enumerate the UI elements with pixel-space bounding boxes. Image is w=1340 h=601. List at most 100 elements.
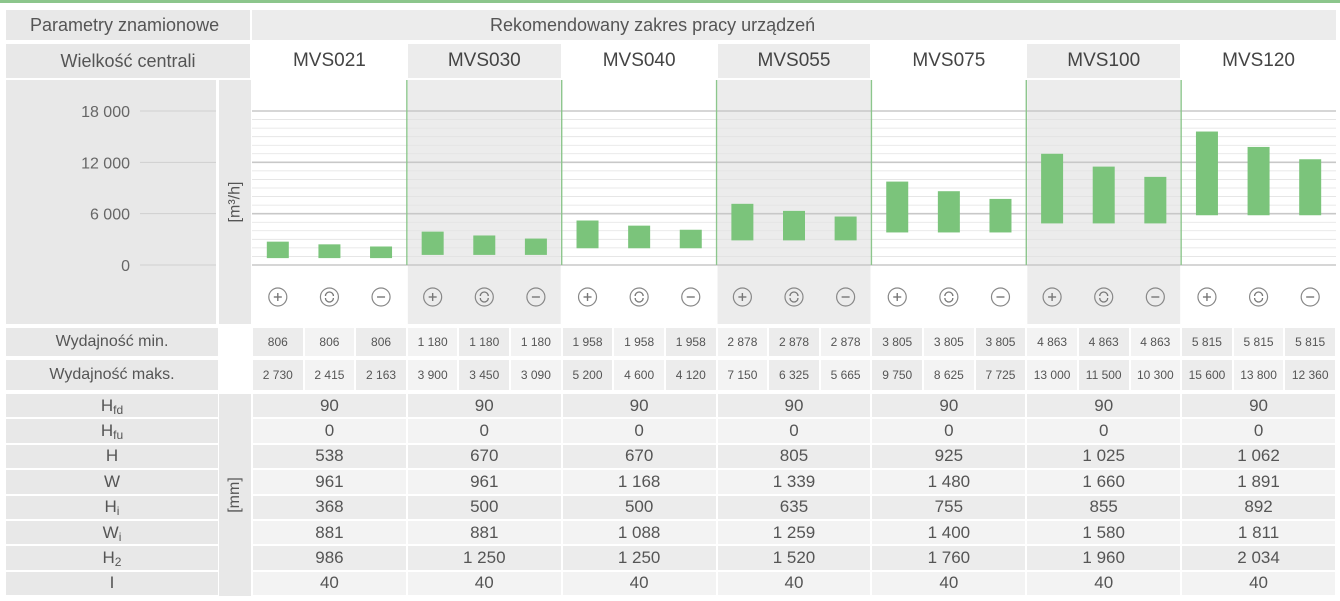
max-value-cell: 4 120 bbox=[665, 360, 716, 390]
dim-value-cell: 1 168 bbox=[562, 470, 716, 494]
y-tick-label: 0 bbox=[121, 258, 130, 275]
dim-label-sub: i bbox=[118, 529, 122, 544]
dim-value-cell: 40 bbox=[1027, 571, 1181, 596]
min-value-cell: 1 958 bbox=[614, 328, 664, 356]
min-value-cell: 806 bbox=[253, 328, 303, 356]
min-value-cell: 1 958 bbox=[665, 328, 716, 356]
max-value-cell: 5 665 bbox=[820, 360, 871, 390]
sync-circle-icon bbox=[784, 287, 804, 307]
min-value-cell: 2 878 bbox=[769, 328, 819, 356]
dim-value-cell: 1 250 bbox=[562, 546, 716, 570]
sync-circle-icon bbox=[474, 287, 494, 307]
dim-value-cell: 881 bbox=[407, 521, 561, 545]
dim-label-sub: fd bbox=[113, 402, 124, 417]
model-header-mvs055: MVS055 bbox=[717, 44, 871, 78]
dim-value-cell: 1 480 bbox=[872, 470, 1026, 494]
min-value-cell: 1 180 bbox=[407, 328, 458, 356]
min-value-cell: 4 863 bbox=[1130, 328, 1181, 356]
min-value-cell: 5 815 bbox=[1182, 328, 1232, 356]
minus-circle-icon bbox=[1300, 287, 1320, 307]
max-value-cell: 7 725 bbox=[975, 360, 1026, 390]
min-value-cell: 4 863 bbox=[1078, 328, 1129, 356]
y-tick-label: 6 000 bbox=[90, 207, 130, 224]
model-header-mvs040: MVS040 bbox=[562, 44, 716, 78]
top-accent-line bbox=[0, 0, 1340, 9]
min-row-label: Wydajność min. bbox=[6, 328, 218, 356]
dim-value-cell: 1 062 bbox=[1182, 444, 1335, 469]
model-header-mvs100: MVS100 bbox=[1027, 44, 1181, 78]
dim-value-cell: 0 bbox=[717, 419, 871, 443]
max-value-cell: 13 000 bbox=[1027, 360, 1077, 390]
max-value-cell: 3 090 bbox=[511, 360, 561, 390]
minus-circle-icon bbox=[371, 287, 391, 307]
dim-value-cell: 670 bbox=[407, 444, 561, 469]
range-bar bbox=[1299, 159, 1322, 216]
dim-value-cell: 961 bbox=[407, 470, 561, 494]
dim-label-main: W bbox=[102, 522, 119, 542]
range-bar bbox=[421, 231, 444, 255]
min-value-cell: 2 878 bbox=[820, 328, 871, 356]
sync-circle-icon bbox=[629, 287, 649, 307]
dim-label-main: I bbox=[109, 573, 115, 593]
dim-value-cell: 500 bbox=[407, 495, 561, 519]
plus-circle-icon bbox=[887, 287, 907, 307]
range-bar bbox=[318, 244, 341, 259]
size-label: Wielkość centrali bbox=[6, 44, 250, 78]
range-bar bbox=[679, 229, 702, 249]
dim-value-cell: 40 bbox=[407, 571, 561, 596]
min-value-cell: 1 958 bbox=[562, 328, 613, 356]
dim-value-cell: 90 bbox=[253, 394, 406, 418]
max-value-cell: 9 750 bbox=[872, 360, 923, 390]
dim-value-cell: 538 bbox=[253, 444, 406, 469]
minus-circle-icon bbox=[1145, 287, 1165, 307]
dim-value-cell: 40 bbox=[562, 571, 716, 596]
dim-value-cell: 90 bbox=[872, 394, 1026, 418]
dim-value-cell: 1 025 bbox=[1027, 444, 1181, 469]
dim-value-cell: 0 bbox=[1027, 419, 1181, 443]
dim-value-cell: 892 bbox=[1182, 495, 1335, 519]
dim-value-cell: 1 891 bbox=[1182, 470, 1335, 494]
plus-circle-icon bbox=[268, 287, 288, 307]
min-value-cell: 4 863 bbox=[1027, 328, 1077, 356]
dim-label: I bbox=[6, 571, 218, 596]
max-value-cell: 2 730 bbox=[253, 360, 303, 390]
max-value-cell: 6 325 bbox=[769, 360, 819, 390]
plus-circle-icon bbox=[423, 287, 443, 307]
dim-value-cell: 1 960 bbox=[1027, 546, 1181, 570]
range-bar bbox=[937, 191, 960, 233]
min-value-cell: 1 180 bbox=[459, 328, 510, 356]
dim-label-main: H bbox=[105, 446, 119, 466]
minus-circle-icon bbox=[836, 287, 856, 307]
dim-value-cell: 1 339 bbox=[717, 470, 871, 494]
dim-value-cell: 500 bbox=[562, 495, 716, 519]
sync-circle-icon bbox=[1248, 287, 1269, 307]
model-header-mvs075: MVS075 bbox=[872, 44, 1026, 78]
y-tick-label: 18 000 bbox=[81, 104, 130, 121]
dim-label-main: H bbox=[104, 497, 117, 517]
dim-value-cell: 90 bbox=[562, 394, 716, 418]
min-value-cell: 2 878 bbox=[717, 328, 768, 356]
max-value-cell: 2 415 bbox=[304, 360, 355, 390]
minus-circle-icon bbox=[681, 287, 701, 307]
sync-circle-icon bbox=[1094, 287, 1114, 307]
max-row-label: Wydajność maks. bbox=[6, 360, 218, 390]
range-bar bbox=[1041, 153, 1064, 224]
min-value-cell: 1 180 bbox=[511, 328, 561, 356]
chart-group-bg bbox=[407, 80, 561, 324]
sync-circle-icon bbox=[319, 287, 340, 307]
dim-value-cell: 1 250 bbox=[407, 546, 561, 570]
dim-value-cell: 90 bbox=[1027, 394, 1181, 418]
dim-value-cell: 881 bbox=[253, 521, 406, 545]
plus-circle-icon bbox=[1042, 287, 1062, 307]
chart-group-bg bbox=[253, 80, 406, 324]
dim-label-main: H bbox=[100, 395, 114, 415]
dim-value-cell: 805 bbox=[717, 444, 871, 469]
range-bar bbox=[1144, 176, 1167, 224]
dim-value-cell: 961 bbox=[253, 470, 406, 494]
dim-value-cell: 986 bbox=[253, 546, 406, 570]
dim-value-cell: 40 bbox=[717, 571, 871, 596]
dim-label-sub: 2 bbox=[114, 555, 122, 570]
